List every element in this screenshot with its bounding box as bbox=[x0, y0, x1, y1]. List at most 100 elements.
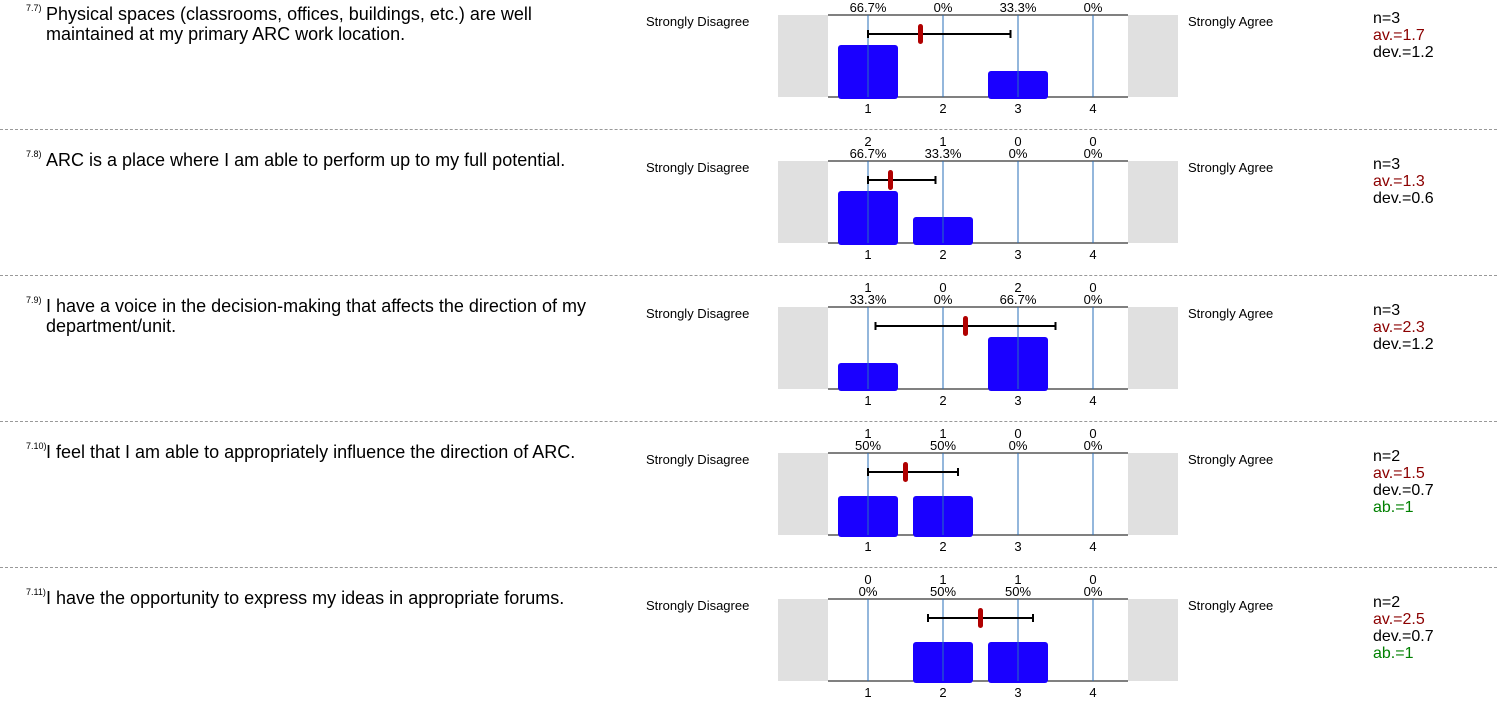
count-label: 0 bbox=[1014, 134, 1021, 149]
count-label: 1 bbox=[939, 426, 946, 441]
question-text: I have the opportunity to express my ide… bbox=[46, 588, 565, 608]
stat-average: av.=2.3 bbox=[1373, 319, 1425, 336]
question-number: 7.11) bbox=[26, 587, 46, 597]
question-row: 7.7) Physical spaces (classrooms, offices… bbox=[0, 0, 1497, 138]
stat-average: av.=2.5 bbox=[1373, 611, 1425, 628]
question-number: 7.9) bbox=[26, 295, 42, 305]
count-label: 0 bbox=[1089, 572, 1096, 587]
mean-marker bbox=[888, 170, 893, 190]
scale-left-label: Strongly Disagree bbox=[646, 306, 750, 321]
percent-label: 0% bbox=[1009, 438, 1028, 453]
count-label: 0 bbox=[1089, 426, 1096, 441]
stat-n: n=3 bbox=[1373, 10, 1401, 27]
mean-marker bbox=[978, 608, 983, 628]
count-label: 1 bbox=[864, 426, 871, 441]
percent-label: 0% bbox=[1084, 438, 1103, 453]
tick-label: 4 bbox=[1089, 247, 1096, 262]
mean-marker bbox=[963, 316, 968, 336]
stats-block: n=3 av.=2.3 dev.=1.2 bbox=[1373, 302, 1434, 353]
side-box-left bbox=[778, 161, 828, 243]
response-chart: 1 66.7% 2 0% 3 33.3% 4 0% bbox=[778, 0, 1178, 116]
stat-average: av.=1.7 bbox=[1373, 27, 1425, 44]
mean-marker bbox=[918, 24, 923, 44]
stat-abstentions: ab.=1 bbox=[1373, 645, 1414, 662]
tick-label: 1 bbox=[864, 539, 871, 554]
tick-label: 1 bbox=[864, 101, 871, 116]
scale-right-label: Strongly Agree bbox=[1188, 452, 1274, 467]
question-text: I feel that I am able to appropriately i… bbox=[46, 442, 576, 462]
side-box-left bbox=[778, 307, 828, 389]
count-label: 2 bbox=[1014, 280, 1021, 295]
percent-label: 33.3% bbox=[1000, 0, 1037, 15]
side-box-right bbox=[1128, 15, 1178, 97]
question-row: 7.8) ARC is a place where I am able to pe… bbox=[0, 134, 1497, 284]
question-row: 7.11) I have the opportunity to express m… bbox=[0, 572, 1497, 722]
count-label: 0 bbox=[939, 280, 946, 295]
percent-label: 50% bbox=[930, 438, 956, 453]
stat-deviation: dev.=0.6 bbox=[1373, 190, 1434, 207]
side-box-right bbox=[1128, 307, 1178, 389]
percent-label: 50% bbox=[930, 584, 956, 599]
question-number: 7.8) bbox=[26, 149, 42, 159]
count-label: 0 bbox=[1014, 426, 1021, 441]
tick-label: 2 bbox=[939, 393, 946, 408]
stats-block: n=2 av.=1.5 dev.=0.7 ab.=1 bbox=[1373, 448, 1434, 516]
tick-label: 4 bbox=[1089, 101, 1096, 116]
tick-label: 4 bbox=[1089, 393, 1096, 408]
scale-left-label: Strongly Disagree bbox=[646, 14, 750, 29]
tick-label: 3 bbox=[1014, 393, 1021, 408]
tick-label: 3 bbox=[1014, 101, 1021, 116]
scale-right-label: Strongly Agree bbox=[1188, 598, 1274, 613]
count-label: 2 bbox=[864, 134, 871, 149]
stat-average: av.=1.3 bbox=[1373, 173, 1425, 190]
percent-label: 0% bbox=[859, 584, 878, 599]
stats-block: n=3 av.=1.3 dev.=0.6 bbox=[1373, 156, 1434, 207]
tick-label: 4 bbox=[1089, 685, 1096, 700]
percent-label: 33.3% bbox=[925, 146, 962, 161]
tick-label: 4 bbox=[1089, 539, 1096, 554]
percent-label: 0% bbox=[1084, 146, 1103, 161]
percent-label: 0% bbox=[1084, 0, 1103, 15]
row-separator bbox=[0, 129, 1497, 130]
stat-n: n=3 bbox=[1373, 156, 1401, 173]
mean-marker bbox=[903, 462, 908, 482]
percent-label: 0% bbox=[934, 0, 953, 15]
side-box-left bbox=[778, 599, 828, 681]
percent-label: 0% bbox=[934, 292, 953, 307]
stats-block: n=2 av.=2.5 dev.=0.7 ab.=1 bbox=[1373, 594, 1434, 662]
stats-block: n=3 av.=1.7 dev.=1.2 bbox=[1373, 10, 1434, 61]
scale-right-label: Strongly Agree bbox=[1188, 306, 1274, 321]
question-row: 7.9) I have a voice in the decision-makin… bbox=[0, 280, 1497, 430]
scale-right-label: Strongly Agree bbox=[1188, 14, 1274, 29]
stat-n: n=2 bbox=[1373, 448, 1401, 465]
scale-left-label: Strongly Disagree bbox=[646, 598, 750, 613]
tick-label: 3 bbox=[1014, 247, 1021, 262]
percent-label: 66.7% bbox=[850, 0, 887, 15]
tick-label: 1 bbox=[864, 685, 871, 700]
stat-average: av.=1.5 bbox=[1373, 465, 1425, 482]
side-box-right bbox=[1128, 161, 1178, 243]
stat-abstentions: ab.=1 bbox=[1373, 499, 1414, 516]
scale-left-label: Strongly Disagree bbox=[646, 160, 750, 175]
question-number: 7.10) bbox=[26, 441, 47, 451]
tick-label: 2 bbox=[939, 101, 946, 116]
question-row: 7.10) I feel that I am able to appropriat… bbox=[0, 426, 1497, 576]
stat-n: n=2 bbox=[1373, 594, 1401, 611]
row-separator bbox=[0, 421, 1497, 422]
percent-label: 50% bbox=[1005, 584, 1031, 599]
tick-label: 3 bbox=[1014, 539, 1021, 554]
percent-label: 0% bbox=[1009, 146, 1028, 161]
question-text: ARC is a place where I am able to perfor… bbox=[46, 150, 566, 170]
tick-label: 1 bbox=[864, 247, 871, 262]
side-box-right bbox=[1128, 599, 1178, 681]
percent-label: 33.3% bbox=[850, 292, 887, 307]
tick-label: 2 bbox=[939, 539, 946, 554]
percent-label: 66.7% bbox=[850, 146, 887, 161]
question-text: Physical spaces (classrooms, offices, bu… bbox=[46, 4, 532, 44]
stat-deviation: dev.=0.7 bbox=[1373, 628, 1434, 645]
count-label: 0 bbox=[864, 572, 871, 587]
